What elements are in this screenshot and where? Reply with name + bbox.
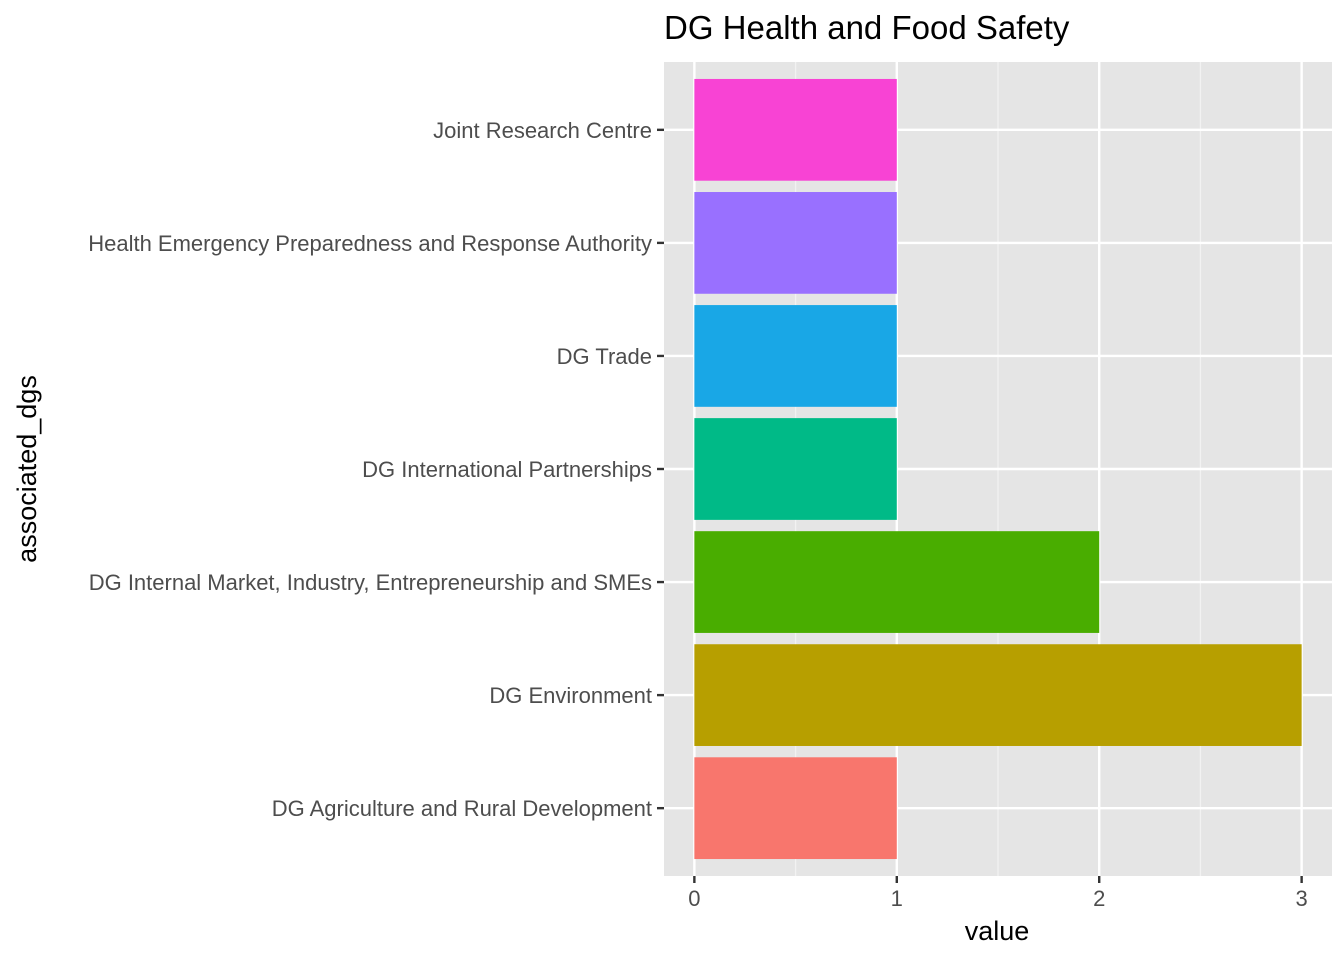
chart-title: DG Health and Food Safety (664, 9, 1070, 46)
y-tick-label: DG Agriculture and Rural Development (272, 796, 652, 821)
x-axis: 0 1 2 3 (688, 876, 1308, 911)
bar (694, 757, 897, 860)
x-tick-label: 3 (1296, 886, 1308, 911)
bar (694, 78, 897, 181)
bar (694, 531, 1100, 633)
x-tick-label: 0 (688, 886, 700, 911)
y-tick-label: Joint Research Centre (433, 118, 652, 143)
bar (694, 192, 897, 294)
y-axis: DG Agriculture and Rural Development DG E… (88, 118, 664, 821)
bar (694, 644, 1302, 746)
x-axis-title: value (965, 916, 1030, 946)
bars (694, 78, 1302, 860)
bar (694, 418, 897, 520)
y-tick-label: DG International Partnerships (362, 457, 652, 482)
y-tick-label: DG Trade (557, 344, 652, 369)
x-tick-label: 2 (1093, 886, 1105, 911)
y-tick-label: Health Emergency Preparedness and Respon… (88, 231, 652, 256)
y-tick-label: DG Internal Market, Industry, Entreprene… (89, 570, 652, 595)
y-axis-title: associated_dgs (12, 375, 42, 563)
bar (694, 305, 897, 407)
x-tick-label: 1 (891, 886, 903, 911)
y-tick-label: DG Environment (489, 683, 652, 708)
